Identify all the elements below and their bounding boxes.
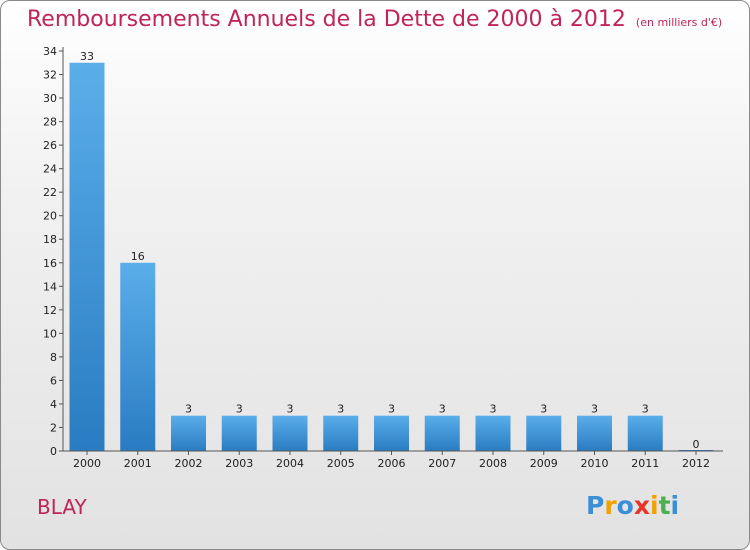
y-tick-label: 12 bbox=[43, 304, 57, 317]
logo-part-r: r bbox=[604, 491, 617, 520]
proxiti-logo: Proxiti bbox=[586, 491, 679, 520]
logo-part-o: o bbox=[616, 491, 634, 520]
y-tick-label: 34 bbox=[43, 45, 57, 58]
bar-value-label: 3 bbox=[439, 403, 446, 416]
x-tick-label: 2010 bbox=[581, 457, 609, 470]
y-tick-label: 16 bbox=[43, 257, 57, 270]
y-tick-label: 6 bbox=[50, 374, 57, 387]
y-tick-label: 4 bbox=[50, 398, 57, 411]
commune-name: BLAY bbox=[37, 495, 87, 519]
y-tick-label: 30 bbox=[43, 92, 57, 105]
x-tick-label: 2002 bbox=[175, 457, 203, 470]
title-text: Remboursements Annuels de la Dette de 20… bbox=[27, 7, 626, 32]
bar bbox=[171, 415, 206, 451]
y-tick-label: 24 bbox=[43, 163, 57, 176]
bar-value-label: 3 bbox=[490, 403, 497, 416]
bar-value-label: 3 bbox=[540, 403, 547, 416]
bar-value-label: 0 bbox=[693, 438, 700, 451]
x-axis: 2000 2001 2002 2003 2004 2005 2006 2007 2008 2009… bbox=[63, 450, 723, 470]
bar bbox=[526, 415, 562, 451]
bar bbox=[374, 415, 409, 451]
y-tick-label: 10 bbox=[43, 327, 57, 340]
x-tick-label: 2000 bbox=[73, 457, 101, 470]
logo-part-p: P bbox=[586, 491, 605, 520]
bar bbox=[69, 62, 105, 451]
y-tick-label: 14 bbox=[43, 280, 57, 293]
bar bbox=[475, 415, 511, 451]
bar bbox=[272, 415, 308, 451]
x-tick-label: 2007 bbox=[428, 457, 456, 470]
x-tick-label: 2009 bbox=[530, 457, 558, 470]
y-tick-label: 0 bbox=[50, 445, 57, 458]
bar-value-label: 3 bbox=[337, 403, 344, 416]
bar-value-label: 3 bbox=[388, 403, 395, 416]
bar-value-label: 3 bbox=[185, 403, 192, 416]
x-tick-label: 2001 bbox=[124, 457, 152, 470]
x-tick-label: 2003 bbox=[225, 457, 253, 470]
y-tick-label: 32 bbox=[43, 69, 57, 82]
y-tick-label: 2 bbox=[50, 421, 57, 434]
bar bbox=[627, 415, 663, 451]
x-tick-label: 2008 bbox=[479, 457, 507, 470]
chart-title: Remboursements Annuels de la Dette de 20… bbox=[27, 7, 722, 32]
y-tick-label: 28 bbox=[43, 116, 57, 129]
y-tick-label: 18 bbox=[43, 233, 57, 246]
logo-part-i1: i bbox=[650, 491, 659, 520]
bar-value-label: 3 bbox=[642, 403, 649, 416]
x-tick-label: 2005 bbox=[327, 457, 355, 470]
bar-value-label: 3 bbox=[591, 403, 598, 416]
y-tick-label: 20 bbox=[43, 210, 57, 223]
bar-value-label: 3 bbox=[236, 403, 243, 416]
x-tick-label: 2012 bbox=[682, 457, 710, 470]
bar bbox=[323, 415, 359, 451]
bar-value-label: 16 bbox=[131, 250, 145, 263]
bar-value-label: 3 bbox=[287, 403, 294, 416]
logo-part-x: x bbox=[633, 491, 650, 520]
x-tick-label: 2011 bbox=[631, 457, 659, 470]
bar bbox=[577, 415, 612, 451]
unit-label: (en milliers d'€) bbox=[635, 16, 723, 29]
x-tick-label: 2004 bbox=[276, 457, 304, 470]
x-tick-label: 2006 bbox=[378, 457, 406, 470]
y-tick-label: 26 bbox=[43, 139, 57, 152]
bar bbox=[221, 415, 257, 451]
logo-part-i2: i bbox=[670, 491, 680, 520]
y-tick-label: 22 bbox=[43, 186, 57, 199]
y-tick-label: 8 bbox=[50, 351, 57, 364]
bar bbox=[424, 415, 460, 451]
bar-value-label: 33 bbox=[80, 50, 94, 63]
bar bbox=[120, 262, 156, 451]
logo-part-t: t bbox=[658, 491, 671, 520]
